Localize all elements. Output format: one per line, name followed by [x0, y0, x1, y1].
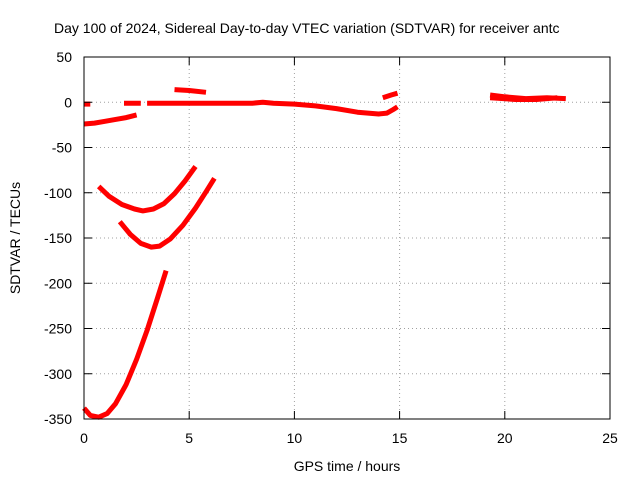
y-tick-label: -250 — [44, 321, 72, 337]
y-tick-label: 0 — [64, 94, 72, 110]
series-line-seg-8 — [489, 95, 558, 102]
series-line-seg-11 — [82, 269, 169, 420]
y-tick-label: -350 — [44, 411, 72, 427]
x-tick-label: 0 — [80, 430, 88, 446]
x-axis-label: GPS time / hours — [294, 458, 401, 474]
series-line-seg-10 — [117, 176, 217, 250]
x-tick-label: 5 — [185, 430, 193, 446]
series-line-seg-9 — [96, 165, 198, 214]
y-tick-label: -300 — [44, 366, 72, 382]
series-line-seg-4 — [147, 99, 399, 117]
data-series — [82, 87, 566, 420]
x-tick-label: 15 — [392, 430, 408, 446]
x-tick-label: 20 — [497, 430, 513, 446]
grid — [84, 57, 610, 419]
axis-ticks: 50 0 -50 -100 -150 -200 -250 -300 -350 0 5 10 15 20 25 — [44, 49, 618, 446]
y-tick-label: 50 — [56, 49, 72, 65]
x-tick-label: 25 — [602, 430, 618, 446]
chart-title: Day 100 of 2024, Sidereal Day-to-day VTE… — [54, 20, 560, 36]
series-line-seg-6 — [382, 90, 399, 101]
y-tick-label: -50 — [52, 140, 72, 156]
y-tick-label: -150 — [44, 230, 72, 246]
x-tick-label: 10 — [287, 430, 303, 446]
y-axis-label: SDTVAR / TECUs — [7, 182, 23, 294]
series-line-seg-5 — [174, 87, 207, 95]
y-tick-label: -100 — [44, 185, 72, 201]
series-line-seg-2 — [83, 112, 138, 127]
y-tick-label: -200 — [44, 275, 72, 291]
